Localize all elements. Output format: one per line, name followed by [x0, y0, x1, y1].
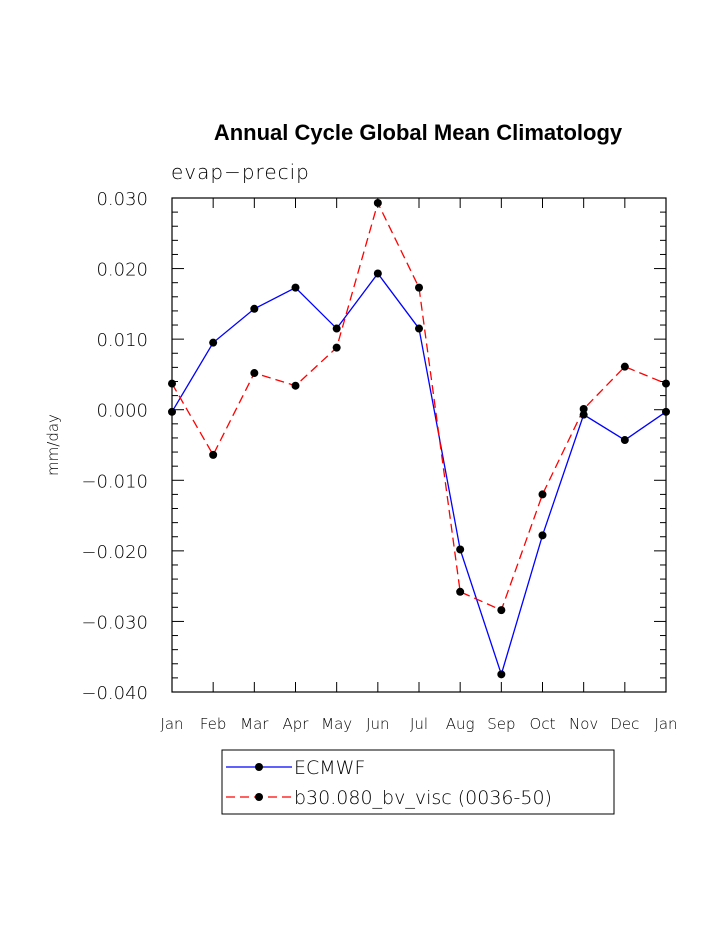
- data-point: [415, 283, 423, 292]
- data-point: [497, 606, 506, 615]
- x-tick-label: Aug: [446, 715, 475, 733]
- data-point: [291, 283, 300, 292]
- data-point: [168, 379, 176, 388]
- data-point: [209, 450, 218, 459]
- x-tick-label: Jul: [410, 715, 428, 733]
- x-tick-label: Feb: [200, 715, 227, 733]
- data-point: [168, 407, 176, 416]
- x-tick-label: Oct: [530, 715, 556, 733]
- data-point: [620, 436, 629, 445]
- y-tick-label: 0.020: [96, 260, 148, 281]
- data-point: [579, 410, 588, 419]
- data-point: [662, 407, 670, 416]
- data-point: [373, 198, 382, 207]
- chart-subtitle: evap−precip: [171, 160, 310, 184]
- data-point: [579, 405, 588, 414]
- data-point: [456, 545, 465, 554]
- x-tick-label: Apr: [283, 715, 310, 733]
- y-tick-label: 0.010: [96, 330, 148, 351]
- y-tick-label: −0.030: [81, 612, 148, 633]
- x-tick-label: Nov: [569, 715, 598, 733]
- x-tick-label: Jan: [160, 715, 183, 733]
- y-tick-label: −0.040: [81, 683, 148, 704]
- data-point: [497, 670, 506, 679]
- data-point: [332, 324, 341, 333]
- chart-title: Annual Cycle Global Mean Climatology: [214, 120, 623, 145]
- x-tick-label: Mar: [240, 715, 269, 733]
- data-point: [456, 587, 465, 596]
- legend: ECMWF b30.080_bv_visc (0036-50): [221, 749, 615, 815]
- x-tick-label: Jun: [366, 715, 389, 733]
- data-point: [415, 324, 423, 333]
- data-point: [538, 531, 547, 540]
- data-point: [662, 379, 670, 388]
- y-tick-label: 0.000: [96, 401, 148, 422]
- y-tick-label: −0.020: [81, 542, 148, 563]
- x-tick-label: May: [321, 715, 352, 733]
- x-tick-label: Dec: [610, 715, 639, 733]
- legend-marker: [255, 763, 263, 771]
- y-tick-label: 0.030: [96, 189, 148, 210]
- legend-label-1: b30.080_bv_visc (0036-50): [294, 787, 552, 809]
- data-point: [620, 362, 629, 371]
- series-layer: [168, 198, 670, 679]
- x-tick-label: Sep: [487, 715, 515, 733]
- y-tick-label: −0.010: [81, 471, 148, 492]
- series-line-1: [171, 201, 667, 612]
- data-point: [332, 343, 341, 352]
- data-point: [250, 369, 259, 378]
- legend-marker: [255, 793, 263, 801]
- plot-frame: [171, 197, 667, 693]
- legend-box: [221, 749, 615, 815]
- data-point: [291, 381, 300, 390]
- legend-label-0: ECMWF: [294, 757, 365, 779]
- data-point: [538, 490, 547, 499]
- data-point: [250, 304, 259, 313]
- x-tick-label: Jan: [654, 715, 677, 733]
- data-point: [373, 269, 382, 278]
- series-line-0: [171, 272, 667, 677]
- y-axis-label: mm/day: [44, 414, 62, 476]
- axis-ticks: −0.040 −0.030 −0.020 −0.010 0.000 0.010 0.020 0…: [81, 189, 677, 733]
- data-point: [209, 338, 218, 347]
